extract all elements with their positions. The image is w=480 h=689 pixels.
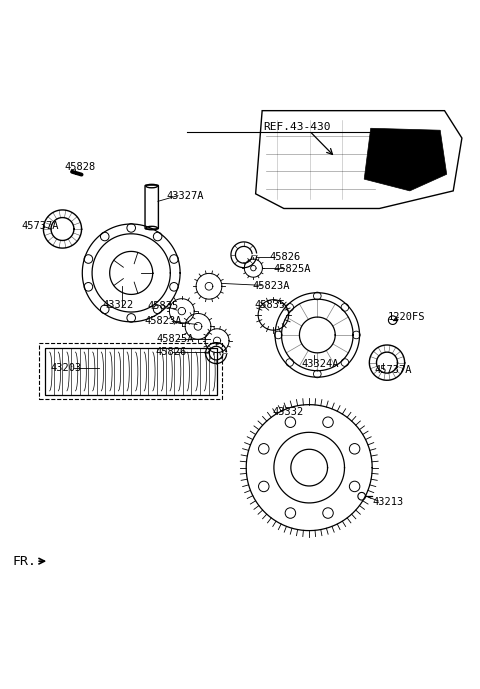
Bar [38, 343, 222, 400]
Text: 43322: 43322 [103, 300, 134, 310]
Text: 45825A: 45825A [157, 333, 194, 344]
Text: 45835: 45835 [254, 300, 285, 310]
Bar [45, 349, 217, 395]
Text: 43324A: 43324A [301, 358, 339, 369]
Text: 45737A: 45737A [374, 364, 411, 375]
Text: 45826: 45826 [270, 252, 301, 263]
Text: 45828: 45828 [64, 162, 96, 172]
Text: 45737A: 45737A [22, 221, 59, 231]
Text: 43213: 43213 [372, 497, 404, 507]
Text: 45823A: 45823A [252, 281, 290, 291]
Text: REF.43-430: REF.43-430 [264, 123, 331, 132]
Text: 1220FS: 1220FS [387, 312, 425, 322]
Text: 43203: 43203 [50, 363, 82, 373]
Text: 45835: 45835 [147, 301, 178, 311]
Text: 45823A: 45823A [144, 316, 181, 326]
Text: 45826: 45826 [155, 347, 186, 357]
Text: 43327A: 43327A [167, 191, 204, 200]
Text: FR.: FR. [12, 555, 36, 568]
Polygon shape [364, 128, 447, 191]
Text: 43332: 43332 [272, 407, 303, 418]
Text: 45825A: 45825A [274, 264, 311, 274]
